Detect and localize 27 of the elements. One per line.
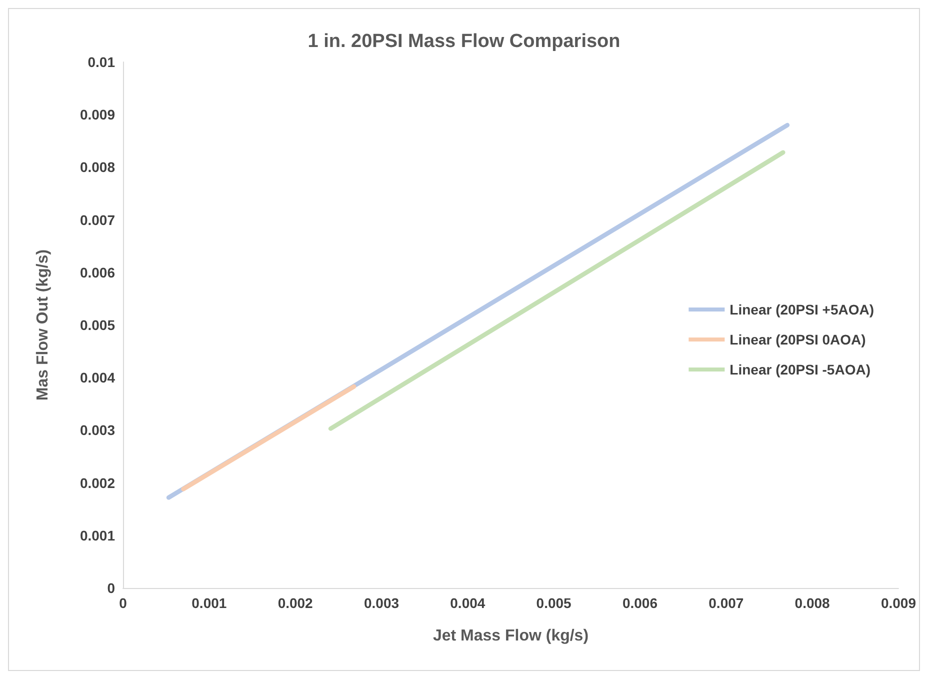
chart-title: 1 in. 20PSI Mass Flow Comparison: [308, 31, 620, 52]
y-tick-label: 0.01: [88, 54, 116, 70]
y-axis-title: Mas Flow Out (kg/s): [34, 249, 52, 401]
legend-label: Linear (20PSI 0AOA): [730, 332, 866, 348]
y-tick-label: 0.006: [80, 264, 116, 280]
x-axis-title: Jet Mass Flow (kg/s): [432, 628, 589, 644]
x-tick-label: 0.007: [708, 595, 744, 611]
y-tick-label: 0.003: [80, 422, 116, 438]
y-tick-label: 0: [107, 580, 116, 596]
y-tick-label: 0.004: [80, 370, 116, 386]
y-tick-label: 0.002: [80, 474, 116, 491]
y-tick-label: 0.005: [80, 317, 116, 333]
x-tick-label: 0.001: [192, 595, 227, 611]
x-tick-label: 0.002: [278, 595, 314, 611]
x-tick-label: 0.009: [880, 595, 916, 611]
y-tick-label: 0.001: [80, 527, 116, 544]
legend-label: Linear (20PSI -5AOA): [730, 362, 870, 378]
x-tick-label: 0.006: [622, 595, 658, 611]
y-tick-label: 0.007: [80, 212, 116, 228]
x-tick-label: 0: [119, 595, 128, 611]
x-tick-label: 0.008: [794, 595, 830, 611]
y-tick-label: 0.008: [80, 159, 116, 176]
legend-label: Linear (20PSI +5AOA): [730, 302, 874, 318]
y-tick-label: 0.009: [80, 106, 116, 123]
x-tick-label: 0.004: [450, 595, 486, 611]
x-tick-label: 0.003: [364, 595, 400, 611]
x-tick-label: 0.005: [536, 595, 572, 611]
